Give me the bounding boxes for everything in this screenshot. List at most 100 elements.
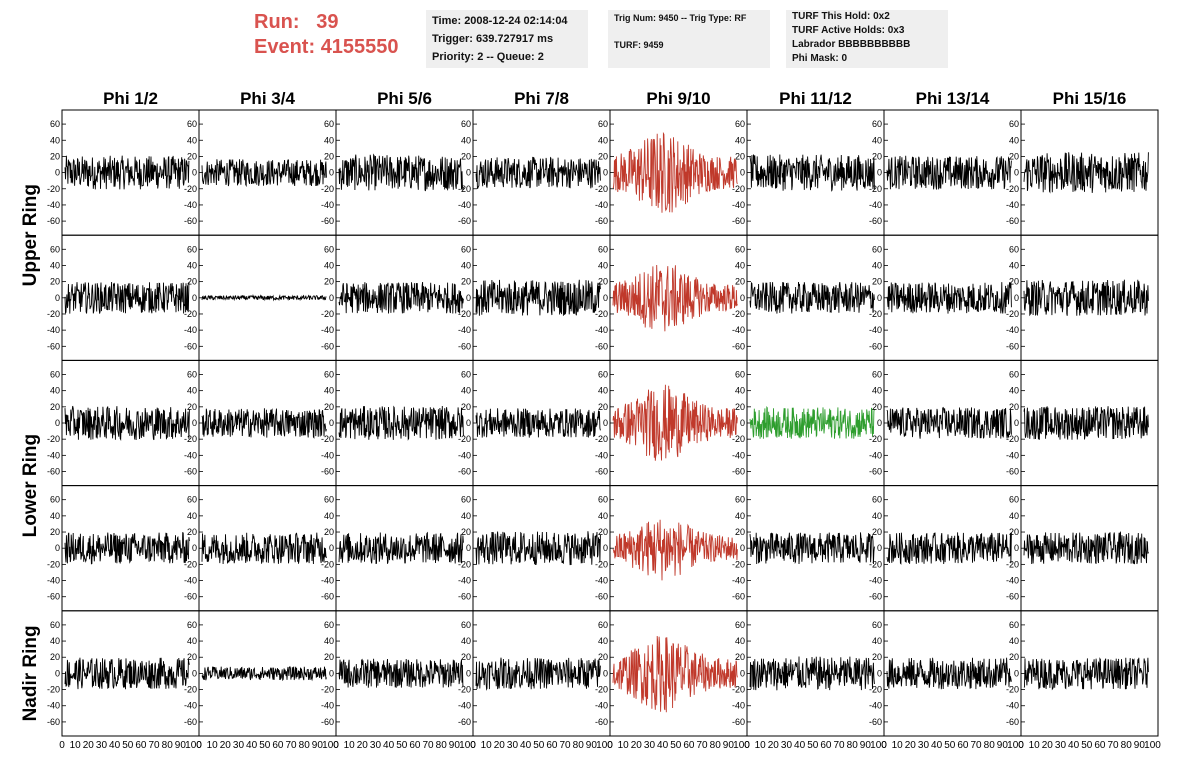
y-tick-label: 40: [50, 135, 60, 145]
x-tick-label: 100: [733, 740, 750, 751]
column-title: Phi 5/6: [377, 89, 432, 108]
waveform-trace: [612, 519, 738, 581]
y-tick-label: -20: [184, 434, 197, 444]
y-tick-label: 40: [1009, 511, 1019, 521]
y-tick-label: 0: [603, 418, 608, 428]
y-tick-label: -60: [184, 592, 197, 602]
waveform-panel: 60 40 20 0 -20 -40 -60: [869, 485, 1022, 612]
waveform-panel: 60 40 20 0 -20 -40 -60: [458, 109, 611, 236]
x-tick-label: 20: [1042, 740, 1054, 751]
x-tick-label: 80: [710, 740, 722, 751]
y-tick-label: 40: [735, 135, 745, 145]
y-tick-label: -40: [184, 576, 197, 586]
y-tick-label: -20: [458, 309, 471, 319]
y-tick-label: -20: [321, 559, 334, 569]
x-tick-label: 60: [409, 740, 421, 751]
y-tick-label: 60: [598, 119, 608, 129]
y-tick-label: 20: [872, 527, 882, 537]
y-tick-label: 40: [461, 636, 471, 646]
y-tick-label: 40: [735, 636, 745, 646]
waveform-trace: [64, 281, 190, 314]
y-tick-label: 60: [872, 495, 882, 505]
x-tick-label: 60: [683, 740, 695, 751]
y-tick-label: 60: [872, 620, 882, 630]
run-label: Run:: [254, 11, 300, 33]
waveform-panel: 60 40 20 0 -20 -40 -60: [321, 234, 474, 361]
waveform-trace: [201, 532, 327, 565]
y-tick-label: 60: [50, 495, 60, 505]
y-tick-label: -20: [184, 559, 197, 569]
x-tick-label: 10: [207, 740, 219, 751]
y-tick-label: -60: [732, 216, 745, 226]
panels: 60 40 20 0 -20 -40 -60 60 40 20 0 -20 -40 -60 60 40 20 0 -…: [47, 109, 1159, 737]
waveform-panel: 60 40 20 0 -20 -40 -60: [458, 359, 611, 487]
y-tick-label: -40: [732, 325, 745, 335]
y-tick-label: 40: [598, 511, 608, 521]
y-tick-label: 40: [872, 386, 882, 396]
y-tick-label: 20: [735, 277, 745, 287]
column-title: Phi 1/2: [103, 89, 158, 108]
waveform-trace: [749, 154, 875, 192]
x-tick-label: 80: [299, 740, 311, 751]
y-tick-label: -40: [1006, 325, 1019, 335]
x-tick-label: 70: [286, 740, 298, 751]
y-tick-label: 40: [735, 511, 745, 521]
y-tick-label: -20: [732, 184, 745, 194]
waveform-trace: [749, 281, 875, 314]
time-info-box: Time: 2008-12-24 02:14:04 Trigger: 639.7…: [426, 10, 588, 68]
y-tick-label: 0: [466, 293, 471, 303]
y-tick-label: 20: [1009, 652, 1019, 662]
y-tick-label: -20: [47, 309, 60, 319]
x-tick-label: 40: [520, 740, 532, 751]
y-tick-label: -60: [595, 592, 608, 602]
y-tick-label: 20: [50, 277, 60, 287]
y-tick-label: 60: [735, 244, 745, 254]
y-tick-label: 0: [192, 168, 197, 178]
y-tick-label: -40: [47, 200, 60, 210]
event-value: 4155550: [320, 36, 399, 58]
y-tick-label: 0: [55, 668, 60, 678]
y-tick-label: 20: [324, 277, 334, 287]
y-tick-label: 20: [187, 402, 197, 412]
y-tick-label: 60: [461, 369, 471, 379]
y-tick-label: -60: [47, 592, 60, 602]
x-tick-label: 20: [357, 740, 369, 751]
x-tick-label: 60: [546, 740, 558, 751]
waveform-trace: [338, 405, 464, 441]
y-tick-label: -60: [732, 341, 745, 351]
waveform-trace: [612, 131, 738, 213]
y-tick-label: -40: [321, 325, 334, 335]
y-tick-label: 40: [50, 260, 60, 270]
y-tick-label: 60: [50, 244, 60, 254]
run-event-block: Run: 39 Event: 4155550: [254, 10, 399, 60]
waveform-trace: [201, 665, 327, 682]
x-tick-label: 30: [96, 740, 108, 751]
y-tick-label: -40: [321, 576, 334, 586]
y-tick-label: -20: [458, 434, 471, 444]
y-tick-label: -40: [184, 325, 197, 335]
y-tick-label: 20: [324, 527, 334, 537]
x-tick-label: 20: [83, 740, 95, 751]
turf-info-box: TURF This Hold: 0x2 TURF Active Holds: 0…: [786, 10, 948, 68]
waveform-trace: [201, 159, 327, 188]
waveform-trace: [886, 657, 1012, 690]
y-tick-label: 0: [877, 543, 882, 553]
y-tick-label: 60: [1009, 119, 1019, 129]
y-tick-label: 40: [1009, 386, 1019, 396]
y-tick-label: -60: [458, 592, 471, 602]
y-tick-label: -20: [595, 559, 608, 569]
y-tick-label: 0: [1014, 418, 1019, 428]
y-tick-label: 20: [1009, 277, 1019, 287]
waveform-panel: 60 40 20 0 -20 -40 -60: [184, 359, 337, 487]
x-tick-label: 100: [1007, 740, 1024, 751]
y-tick-label: -60: [458, 717, 471, 727]
x-tick-label: 90: [586, 740, 598, 751]
y-tick-label: -40: [732, 701, 745, 711]
x-tick-label: 60: [135, 740, 147, 751]
waveform-panel: 60 40 20 0 -20 -40 -60: [184, 109, 337, 236]
y-tick-label: 40: [187, 386, 197, 396]
y-tick-label: -40: [47, 576, 60, 586]
y-tick-label: 20: [735, 652, 745, 662]
x-tick-label: 10: [70, 740, 82, 751]
y-tick-label: 0: [1014, 293, 1019, 303]
